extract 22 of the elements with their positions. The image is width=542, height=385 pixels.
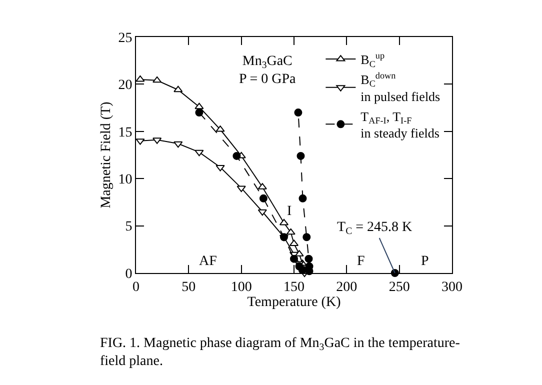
annotation: T$_{C}$ = 245.8 K: [337, 220, 412, 237]
annotation: I: [287, 204, 292, 219]
y-tick-label: 0: [125, 266, 132, 282]
y-tick-label: 10: [118, 172, 132, 188]
y-tick-label: 15: [118, 125, 132, 140]
x-tick-label: 300: [442, 280, 462, 295]
annotation: Mn$_{3}$GaC P = 0 GPa: [239, 54, 297, 88]
annotation: AF: [199, 254, 218, 269]
legend-label: T$_{AF-I}$, T$_{I-F}$ in steady fields: [360, 108, 440, 141]
y-tick-label: 25: [118, 30, 132, 46]
x-tick-label: 200: [336, 280, 358, 295]
x-tick-label: 100: [230, 280, 252, 295]
x-axis-title: Temperature (K): [247, 295, 342, 310]
annotation: F: [357, 254, 365, 269]
y-tick-label: 20: [118, 78, 132, 94]
text: FIG. 1. Magnetic phase diagram of Mn$_{3}$GaC in the temperature- field plane.: [100, 336, 460, 370]
annotation: P: [421, 254, 429, 269]
y-axis-title: Magnetic Field (T): [98, 101, 114, 208]
x-tick-label: 50: [182, 280, 196, 295]
x-tick-label: 250: [388, 280, 410, 295]
y-tick-label: 5: [125, 220, 132, 235]
x-tick-label: 150: [284, 280, 304, 295]
